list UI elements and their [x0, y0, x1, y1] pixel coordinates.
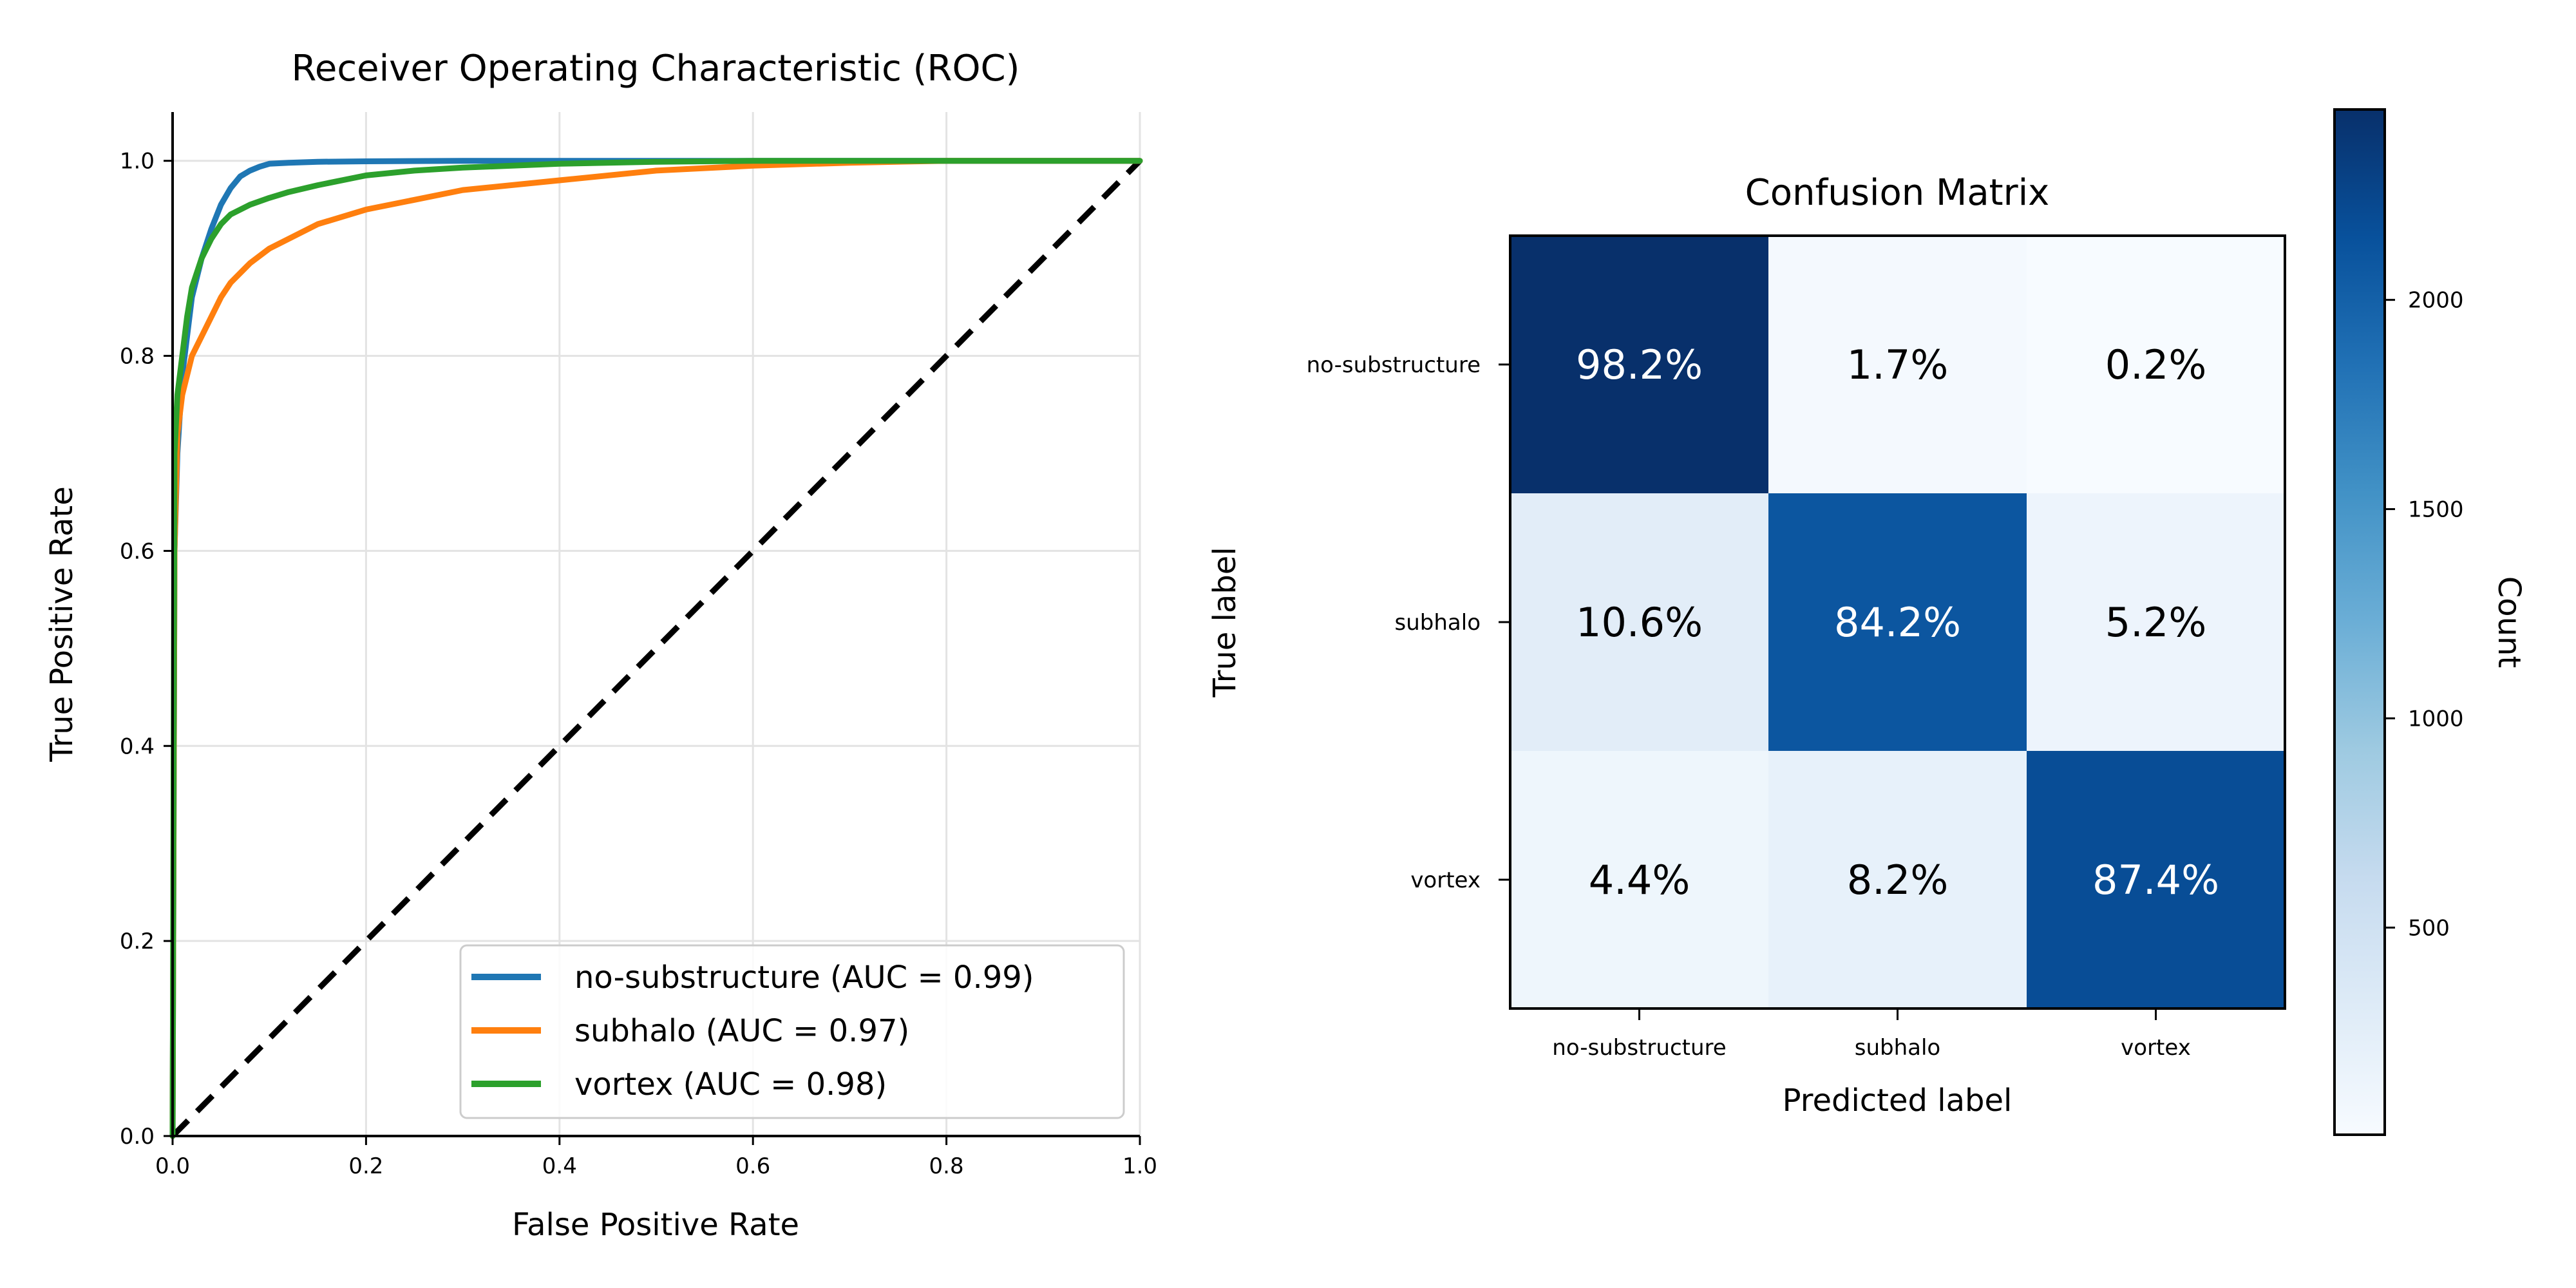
colorbar-tick-label: 1000	[2408, 706, 2464, 732]
cm-cell-subhalo-subhalo	[1768, 493, 2027, 752]
roc-x-tick-label: 1.0	[1122, 1153, 1157, 1179]
cm-cell-value: 8.2%	[1847, 857, 1949, 904]
cm-cell-value: 0.2%	[2105, 341, 2207, 388]
roc-legend: no-substructure (AUC = 0.99) subhalo (AU…	[459, 944, 1125, 1119]
cm-y-tick-label: vortex	[1410, 867, 1481, 893]
roc-x-tick-label: 0.2	[348, 1153, 383, 1179]
colorbar-tick-label: 2000	[2408, 288, 2464, 314]
cm-cell-no-substructure-no-substructure	[1510, 236, 1769, 494]
cm-cell-value: 5.2%	[2105, 599, 2207, 646]
cm-x-ticks: no-substructure subhalo vortex	[1552, 1009, 2191, 1061]
colorbar: 500 1000 1500 2000 Count	[2333, 108, 2527, 1136]
roc-chance-line	[170, 158, 1142, 1139]
cm-cell-vortex-vortex	[2027, 751, 2286, 1009]
legend-box	[459, 944, 1125, 1119]
colorbar-label: Count	[2491, 576, 2527, 668]
cm-cell-no-substructure-subhalo	[1768, 236, 2027, 494]
roc-y-tick-label: 0.2	[120, 929, 155, 954]
roc-x-label: False Positive Rate	[512, 1207, 799, 1243]
cm-y-ticks: no-substructure subhalo vortex	[1307, 352, 1510, 893]
cm-cell-value: 10.6%	[1576, 599, 1703, 646]
roc-y-label: True Positive Rate	[44, 486, 80, 762]
confusion-matrix-panel: Confusion Matrix 98.2% 1.7% 0.2% 10.6% 84.2%…	[1207, 172, 2286, 1119]
cm-cell-subhalo-no-substructure	[1510, 493, 1769, 752]
roc-x-tick-label: 0.4	[542, 1153, 577, 1179]
legend-label-no-substructure: no-substructure (AUC = 0.99)	[574, 960, 1034, 996]
cm-cell-value: 87.4%	[2092, 857, 2219, 904]
cm-cell-value: 84.2%	[1834, 599, 1961, 646]
legend-label-subhalo: subhalo (AUC = 0.97)	[574, 1013, 909, 1049]
cm-x-tick-label: subhalo	[1855, 1035, 1940, 1061]
roc-x-tick-label: 0.6	[735, 1153, 770, 1179]
cm-cell-subhalo-vortex	[2027, 493, 2286, 752]
roc-curve-subhalo	[169, 158, 1143, 1139]
roc-y-ticks: 0.0 0.2 0.4 0.6 0.8 1.0	[120, 149, 173, 1150]
colorbar-tick-label: 500	[2408, 915, 2450, 941]
roc-y-tick-label: 0.0	[120, 1124, 155, 1150]
legend-label-vortex: vortex (AUC = 0.98)	[574, 1066, 887, 1103]
roc-y-tick-label: 0.6	[120, 538, 155, 564]
cm-cell-value: 1.7%	[1847, 341, 1949, 388]
roc-curve-vortex	[169, 158, 1143, 1139]
cm-cells: 98.2% 1.7% 0.2% 10.6% 84.2% 5.2% 4.4% 8.2% 87.4%	[1510, 236, 2286, 1009]
cm-cell-no-substructure-vortex	[2027, 236, 2286, 494]
cm-cell-value: 98.2%	[1576, 341, 1703, 388]
cm-x-tick-label: no-substructure	[1552, 1035, 1726, 1061]
cm-y-label: True label	[1207, 547, 1243, 697]
cm-cell-value: 4.4%	[1589, 857, 1690, 904]
roc-panel: Receiver Operating Characteristic (ROC) …	[44, 48, 1157, 1243]
roc-series	[169, 158, 1143, 1139]
colorbar-ticks: 500 1000 1500 2000	[2385, 288, 2464, 941]
cm-cell-vortex-no-substructure	[1510, 751, 1769, 1009]
cm-title: Confusion Matrix	[1745, 172, 2050, 214]
roc-x-tick-label: 0.8	[929, 1153, 964, 1179]
cm-x-tick-label: vortex	[2121, 1035, 2191, 1061]
roc-x-tick-label: 0.0	[155, 1153, 190, 1179]
roc-x-ticks: 0.0 0.2 0.4 0.6 0.8 1.0	[155, 1136, 1157, 1179]
roc-y-tick-label: 0.4	[120, 734, 155, 759]
colorbar-tick-label: 1500	[2408, 497, 2464, 523]
colorbar-gradient	[2333, 108, 2386, 1136]
roc-y-tick-label: 1.0	[120, 149, 155, 175]
roc-title: Receiver Operating Characteristic (ROC)	[292, 48, 1020, 90]
cm-cell-vortex-subhalo	[1768, 751, 2027, 1009]
cm-x-label: Predicted label	[1783, 1083, 2012, 1119]
roc-y-tick-label: 0.8	[120, 344, 155, 370]
cm-y-tick-label: no-substructure	[1307, 352, 1481, 378]
roc-reference-line	[170, 158, 1142, 1139]
cm-y-tick-label: subhalo	[1395, 610, 1481, 636]
